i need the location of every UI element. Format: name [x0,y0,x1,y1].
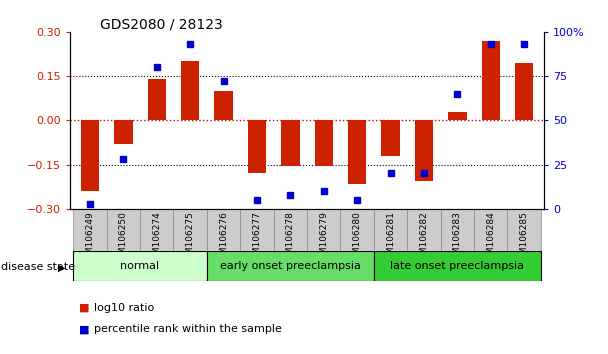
Bar [508,209,541,251]
Text: GSM106275: GSM106275 [185,211,195,266]
Text: early onset preeclampsia: early onset preeclampsia [220,261,361,272]
Text: GSM106280: GSM106280 [353,211,362,266]
Text: GSM106276: GSM106276 [219,211,228,266]
Bar [81,120,99,191]
Bar [274,209,307,251]
Text: GSM106284: GSM106284 [486,211,496,266]
Text: GDS2080 / 28123: GDS2080 / 28123 [100,18,223,32]
Bar [148,79,166,120]
Text: GSM106274: GSM106274 [152,211,161,266]
Text: GSM106283: GSM106283 [453,211,462,266]
Bar [482,41,500,120]
Text: normal: normal [120,261,160,272]
Bar [173,209,207,251]
Text: ■: ■ [79,324,89,334]
Bar [374,209,407,251]
Bar [114,120,133,144]
Bar [515,63,533,120]
Text: percentile rank within the sample: percentile rank within the sample [94,324,282,334]
Text: ▶: ▶ [58,262,66,272]
Bar [140,209,173,251]
Bar [106,209,140,251]
Bar [207,251,374,281]
Bar [181,61,199,120]
Bar [248,120,266,173]
Bar [448,112,466,120]
Bar [381,120,399,156]
Bar [307,209,340,251]
Bar [348,120,367,184]
Text: GSM106277: GSM106277 [252,211,261,266]
Text: late onset preeclampsia: late onset preeclampsia [390,261,524,272]
Text: disease state: disease state [1,262,75,272]
Bar [441,209,474,251]
Bar [215,91,233,120]
Bar [374,251,541,281]
Bar [340,209,374,251]
Bar [240,209,274,251]
Text: GSM106285: GSM106285 [520,211,528,266]
Text: GSM106282: GSM106282 [420,211,429,266]
Text: GSM106249: GSM106249 [86,211,94,266]
Text: GSM106281: GSM106281 [386,211,395,266]
Text: GSM106279: GSM106279 [319,211,328,266]
Text: GSM106278: GSM106278 [286,211,295,266]
Bar [415,120,433,181]
Bar [314,120,333,166]
Text: GSM106250: GSM106250 [119,211,128,266]
Bar [407,209,441,251]
Bar [73,209,106,251]
Bar [207,209,240,251]
Text: ■: ■ [79,303,89,313]
Bar [281,120,300,166]
Text: log10 ratio: log10 ratio [94,303,154,313]
Bar [474,209,508,251]
Bar [73,251,207,281]
